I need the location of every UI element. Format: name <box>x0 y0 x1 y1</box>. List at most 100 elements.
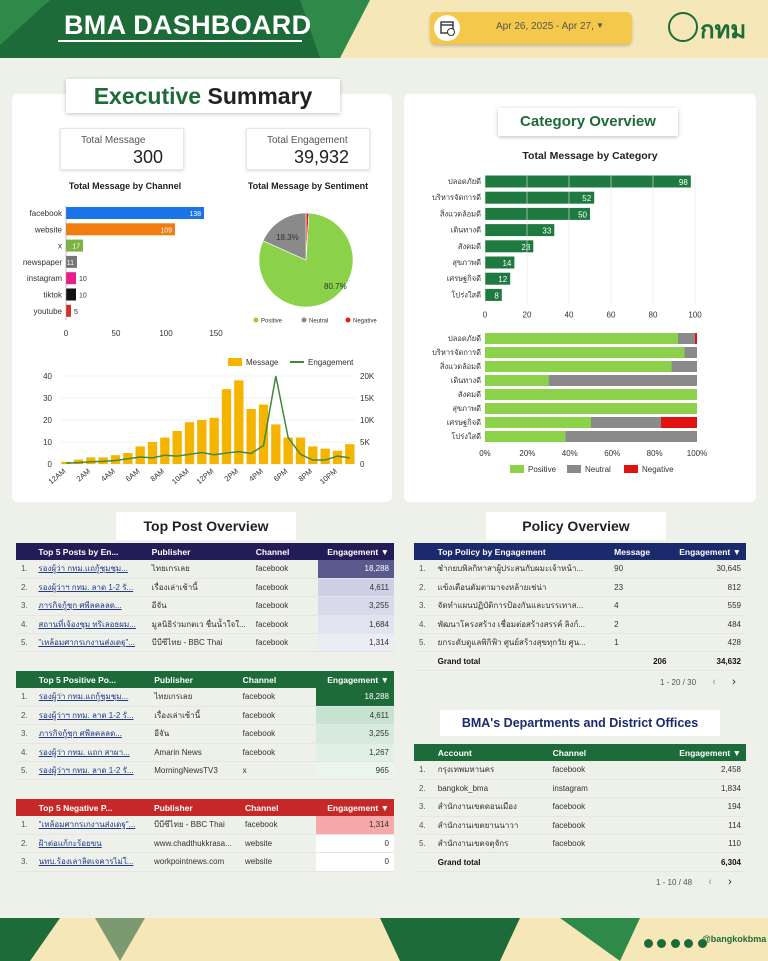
table-cell[interactable]: นทบ.ร้องเลาลิดเจคารไม่ใ... <box>33 852 149 872</box>
bar <box>66 239 83 252</box>
x-tick-label: 8AM <box>149 467 167 484</box>
table-row[interactable]: 1. รองผู้ว่า กทม.แถกู้ชุมชุม... ไทยเกรเลย f… <box>16 560 394 579</box>
data-label: 98 <box>679 178 688 187</box>
table-row[interactable]: 2. แข้งเตือนตัมตามาจงหล้ายเช่น่า 23 812 <box>414 578 746 598</box>
facebook-icon[interactable] <box>657 939 667 948</box>
table-cell: 559 <box>671 596 746 616</box>
legend-marker <box>253 317 259 323</box>
instagram-icon[interactable] <box>684 939 694 948</box>
table-cell: ยกระดับดูแลพิกิฟ้า ศูนย์สร้างสุขทุกวัย ศ… <box>432 633 610 653</box>
bar <box>271 424 281 464</box>
table-row[interactable]: 1. "เหล้อมศากรเกงานส่งเดฐ"... บีบีซีไทย - … <box>16 816 394 835</box>
tiktok-icon[interactable] <box>697 939 707 948</box>
table-row[interactable]: 3. ภารกิจกู้ชุก ศพีลคลลด... อีจัน facebook 3… <box>16 724 394 744</box>
header-cell[interactable]: Engagement ▼ <box>671 543 746 560</box>
table-row[interactable]: 3. ภารกิจกู้ชุก ศพีลคลลด... อีจัน facebook 3… <box>16 596 394 616</box>
category-label: สิ่งแวดล้อมดี <box>439 208 481 218</box>
table-cell[interactable]: ภารกิจกู้ชุก ศพีลคลลด... <box>33 724 150 744</box>
table-cell[interactable]: ฝ้าต่อแก้กะร้อยขน <box>33 834 149 854</box>
header-cell <box>16 543 34 560</box>
bar <box>66 288 76 301</box>
table-row[interactable]: 4. สำนักงานเขตยานนาวา facebook 114 <box>414 816 746 836</box>
header-cell[interactable]: Top 5 Positive Po... <box>33 671 150 688</box>
category-label: สิ่งแวดล้อมดี <box>439 361 481 371</box>
header-cell[interactable]: Account <box>432 744 548 761</box>
table-row[interactable]: 3. นทบ.ร้องเลาลิดเจคารไม่ใ... workpointnew… <box>16 852 394 872</box>
table-row[interactable]: 2. รองผู้ว่าฯ กทม. ลาด 1-2 รั... เรื่องเล่… <box>16 706 394 726</box>
table-row[interactable]: 5. รองผู้ว่าฯ กทม. ลาด 1-2 รั... MorningNe… <box>16 761 394 781</box>
pager-next-button[interactable]: › <box>728 876 732 888</box>
data-label: 5 <box>74 309 78 316</box>
table-row[interactable]: 1. รองผู้ว่า กทม.แถกู้ชุมชุม... ไทยเกรเลย f… <box>16 688 394 707</box>
category-label: facebook <box>30 209 63 218</box>
table-cell: facebook <box>237 743 316 763</box>
table-row[interactable]: 1. ชำกยบพิลกิทาสาผู้ประสนกับผมะเจ้าหน้า..… <box>414 560 746 579</box>
header-cell[interactable]: Top Policy by Engagement <box>432 543 610 560</box>
table-cell[interactable]: "เหล้อมศากรเกงานส่งเดฐ"... <box>33 816 149 835</box>
table-cell[interactable]: รองผู้ว่า กทม.แถกู้ชุมชุม... <box>33 560 147 579</box>
table-cell: 3,255 <box>315 724 394 744</box>
youtube-icon[interactable] <box>670 939 680 948</box>
table-row[interactable]: 2. ฝ้าต่อแก้กะร้อยขน www.chadthukkrasa... w… <box>16 834 394 854</box>
table-row[interactable]: 5. สำนักงานเขตจตุจักร facebook 110 <box>414 834 746 854</box>
table-cell: 5. <box>414 834 433 854</box>
header-cell[interactable]: Channel <box>250 543 318 560</box>
header-cell[interactable]: Engagement ▼ <box>315 671 394 688</box>
table-cell[interactable]: รองผู้ว่า กทม.แถกู้ชุมชุม... <box>33 688 150 707</box>
sentiment-chart-title: Total Message by Sentiment <box>247 181 369 191</box>
social-icons <box>644 935 707 953</box>
bar-segment <box>694 333 697 344</box>
x-icon[interactable] <box>644 939 653 948</box>
header-cell[interactable]: Publisher <box>149 671 238 688</box>
header-cell <box>414 744 433 761</box>
table-row[interactable]: 2. รองผู้ว่าฯ กทม. ลาด 1-2 รั... เรื่องเล่… <box>16 578 394 598</box>
table-cell: แข้งเตือนตัมตามาจงหล้ายเช่น่า <box>432 578 610 598</box>
table-cell: อีจัน <box>146 596 251 616</box>
date-range-picker[interactable]: Apr 26, 2025 - Apr 27, ▼ <box>430 12 632 44</box>
header-cell[interactable]: Engagement ▼ <box>652 744 746 761</box>
header-cell[interactable]: Top 5 Negative P... <box>33 799 149 816</box>
header-cell[interactable]: Publisher <box>146 543 251 560</box>
table-row[interactable]: 3. จัดทำแผนปฏิบัติการป้องกันและบรรเทาส...… <box>414 596 746 616</box>
header-cell[interactable]: Top 5 Posts by En... <box>33 543 147 560</box>
table-cell: 2. <box>414 578 433 598</box>
table-cell[interactable]: รองผู้ว่าฯ กทม. ลาด 1-2 รั... <box>33 761 150 781</box>
table-header-row: Account Channel Engagement ▼ <box>414 744 746 761</box>
title-executive: Executive <box>93 83 202 109</box>
table-cell: เรื่องเล่าเช้านี้ <box>149 706 238 726</box>
header-cell[interactable]: Message <box>609 543 672 560</box>
tick-label: 50 <box>112 329 121 338</box>
table-cell[interactable]: สถานที่เจ้องชุม ทริเลอธผม... <box>33 615 147 635</box>
header-cell[interactable]: Publisher <box>148 799 240 816</box>
table-row[interactable]: 4. พัฒนาโครงสร้าง เชื่อมต่อสร้างสรรค์ ลิง… <box>414 615 746 635</box>
header-cell[interactable]: Engagement ▼ <box>317 543 394 560</box>
table-cell[interactable]: "เหล้อมศากรเกงานส่งเดฐ"... <box>33 633 147 653</box>
data-label: 11 <box>67 260 74 267</box>
header-cell[interactable]: Engagement ▼ <box>315 799 394 816</box>
table-row[interactable]: 2. bangkok_bma instagram 1,834 <box>414 779 746 799</box>
table-cell[interactable]: รองผู้ว่า กทม. แถก สาผา... <box>33 743 150 763</box>
table-row[interactable]: 3. สำนักงานเขตดอนเมือง facebook 194 <box>414 797 746 817</box>
top5-positive-table: Top 5 Positive Po... Publisher Channel Enga… <box>16 671 394 781</box>
table-cell[interactable]: ภารกิจกู้ชุก ศพีลคลลด... <box>33 596 147 616</box>
table-cell[interactable]: รองผู้ว่าฯ กทม. ลาด 1-2 รั... <box>33 706 150 726</box>
header-cell[interactable]: Channel <box>239 799 316 816</box>
pager-prev-button[interactable]: ‹ <box>712 676 716 688</box>
pager-prev-button[interactable]: ‹ <box>708 876 712 888</box>
table-row[interactable]: 1. กรุงเทพมหานคร facebook 2,458 <box>414 761 746 780</box>
bar <box>209 417 219 464</box>
header-cell[interactable]: Channel <box>237 671 316 688</box>
table-cell: workpointnews.com <box>148 852 240 872</box>
table-row[interactable]: 5. ยกระดับดูแลพิกิฟ้า ศูนย์สร้างสุขทุกวัย… <box>414 633 746 653</box>
table-row[interactable]: 5. "เหล้อมศากรเกงานส่งเดฐ"... บีบีซีไทย - … <box>16 633 394 653</box>
table-header-row: Top 5 Posts by En... Publisher Channel Enga… <box>16 543 394 560</box>
table-cell[interactable]: รองผู้ว่าฯ กทม. ลาด 1-2 รั... <box>33 578 147 598</box>
header-cell[interactable]: Channel <box>547 744 652 761</box>
table-row[interactable]: 4. สถานที่เจ้องชุม ทริเลอธผม... มูลนิธิร่ว… <box>16 615 394 635</box>
bar-segment <box>671 361 697 372</box>
table-cell: 1,684 <box>317 615 394 635</box>
pager-next-button[interactable]: › <box>732 676 736 688</box>
table-cell: facebook <box>250 578 318 598</box>
table-cell: เรื่องเล่าเช้านี้ <box>146 578 251 598</box>
table-row[interactable]: 4. รองผู้ว่า กทม. แถก สาผา... Amarin News f… <box>16 743 394 763</box>
